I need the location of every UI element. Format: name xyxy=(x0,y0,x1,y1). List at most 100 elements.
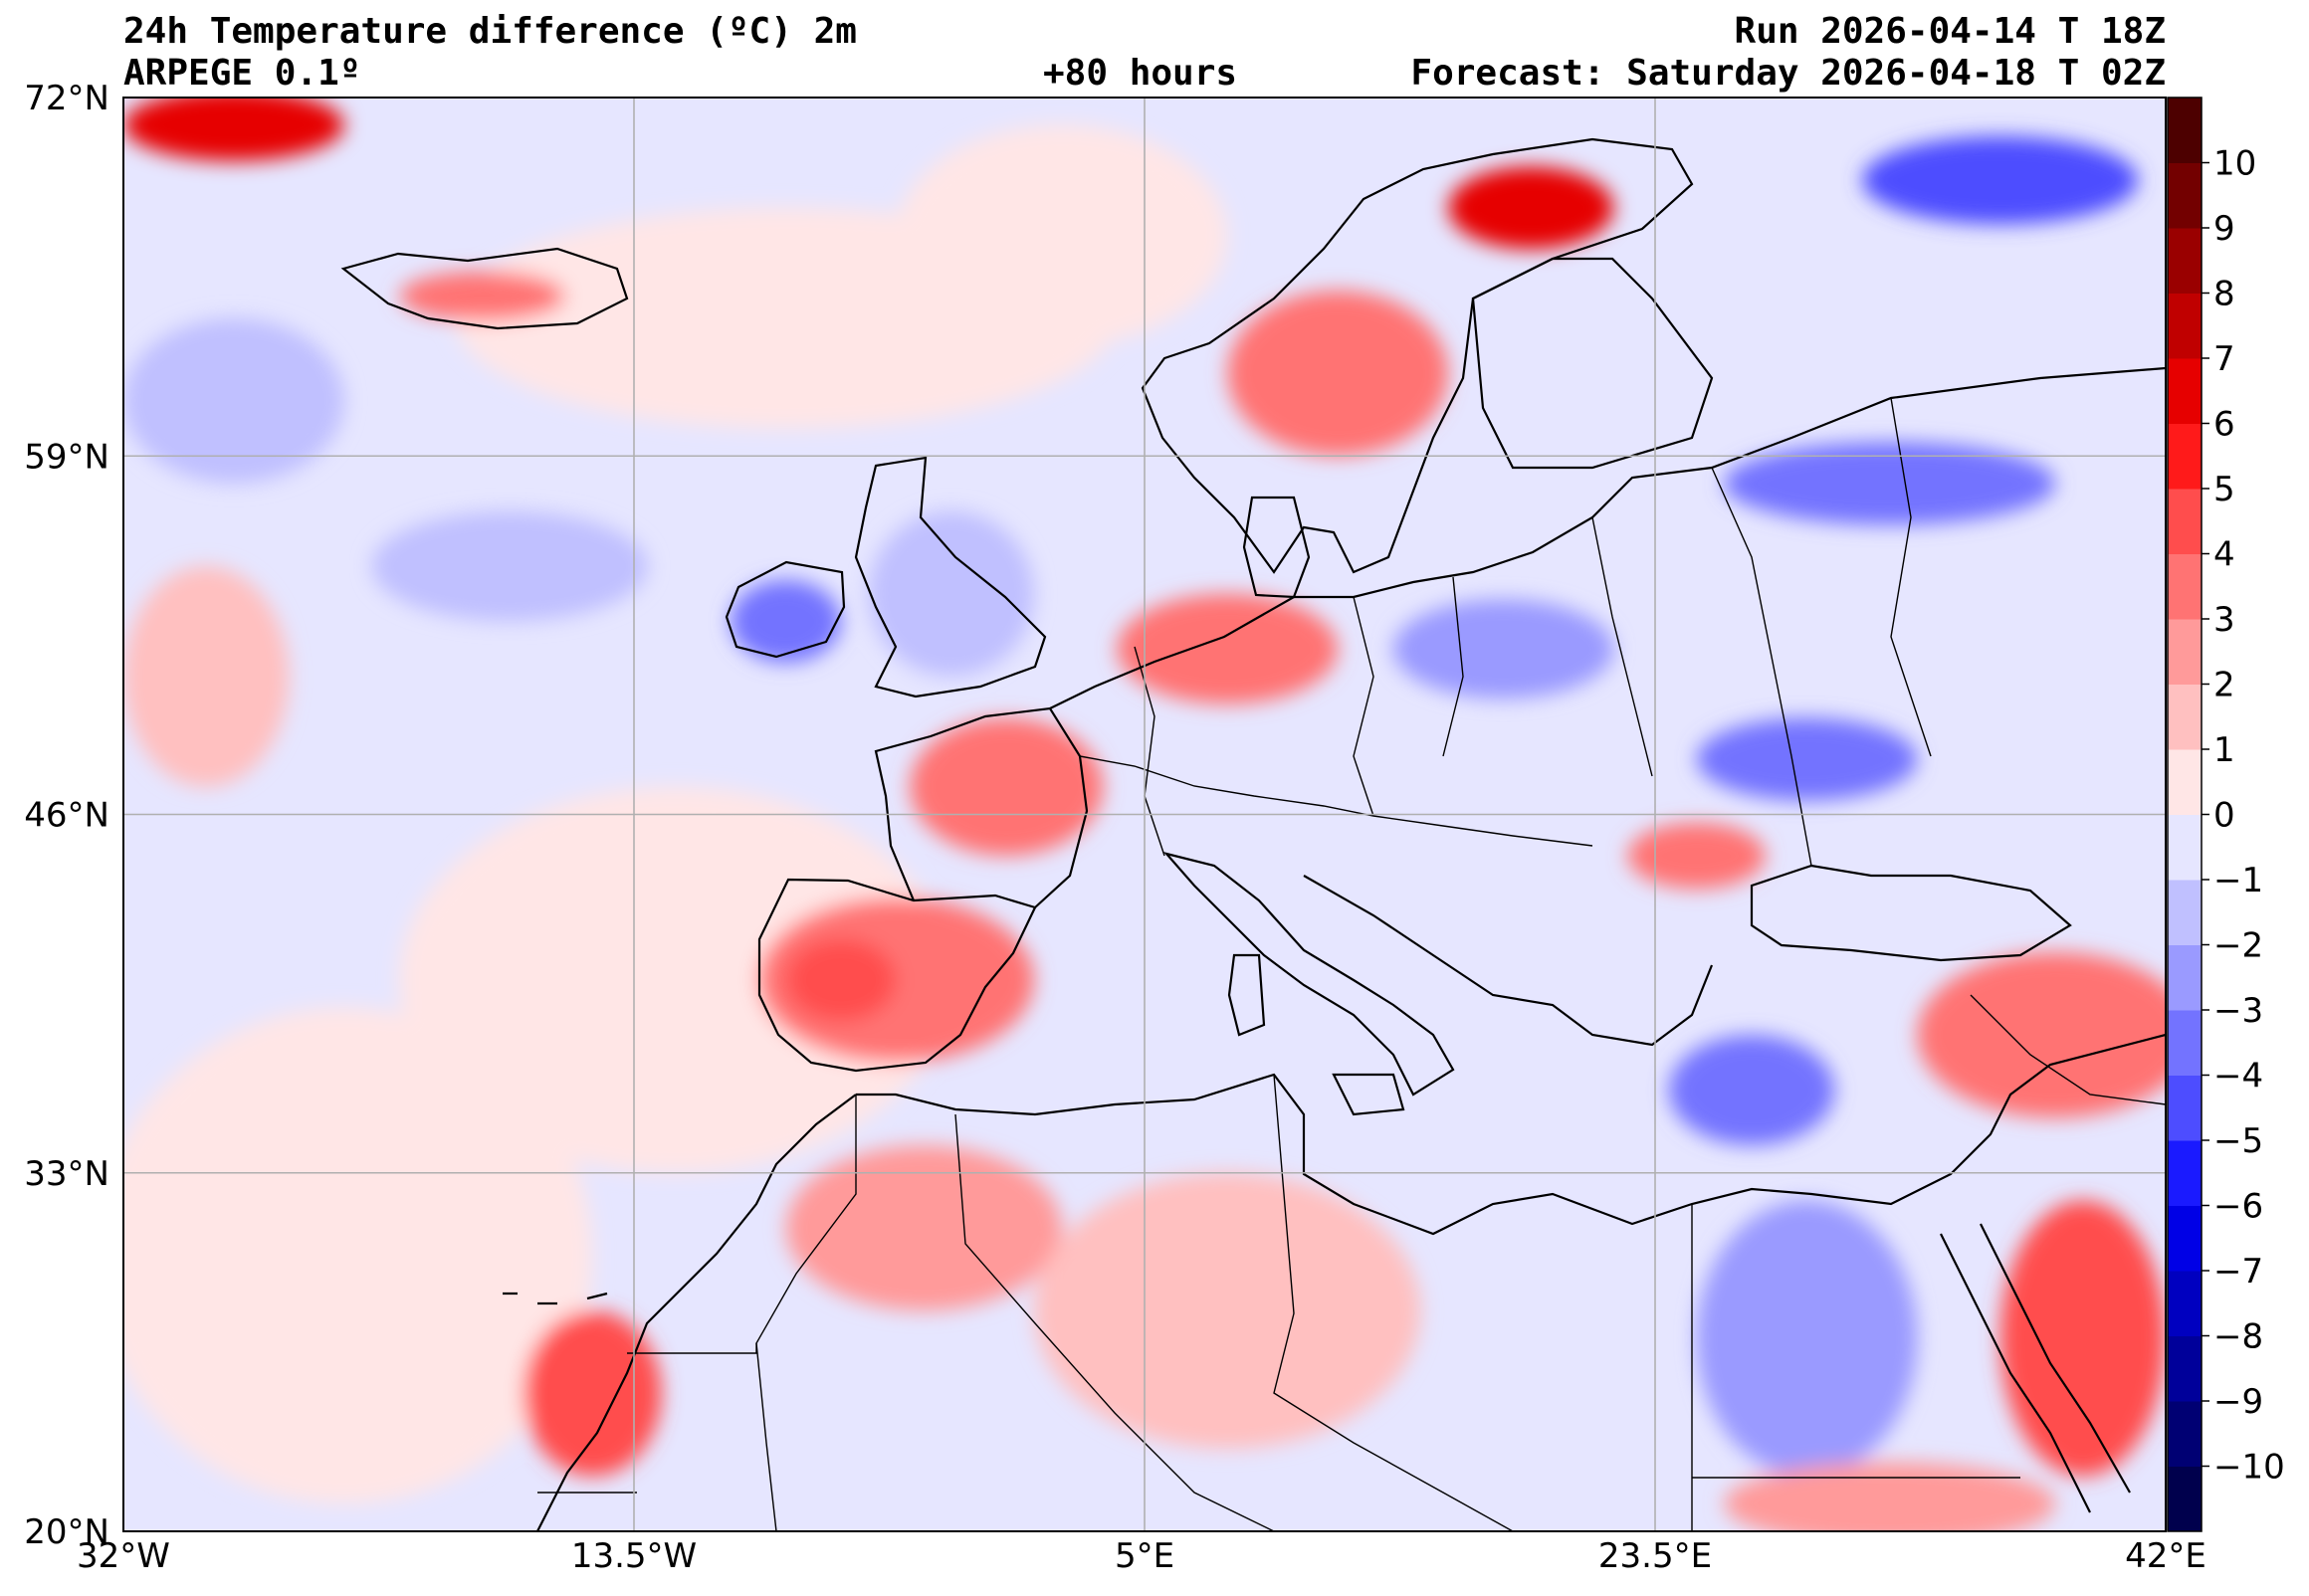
graticule xyxy=(123,98,2166,1531)
colorbar-tick-label: 4 xyxy=(2213,535,2235,575)
colorbar-tick-label: 1 xyxy=(2213,730,2235,770)
colorbar-segment xyxy=(2168,358,2202,424)
colorbar-tick-label: −9 xyxy=(2213,1382,2263,1422)
colorbar-segment xyxy=(2168,423,2202,490)
field-region-sudan-warm xyxy=(1724,1462,2056,1531)
coast-ireland xyxy=(725,560,846,659)
field-region-egypt-cold xyxy=(1696,1200,1918,1477)
colorbar-tick-label: −2 xyxy=(2213,926,2263,966)
field-region-atlantic-warm-band xyxy=(399,786,951,1173)
colorbar-tick-label: 6 xyxy=(2213,405,2235,445)
field-region-barents-cold xyxy=(1861,135,2139,225)
coast-canaries xyxy=(503,1292,608,1305)
field-region-norwegian-sea-warm xyxy=(896,124,1228,346)
field-region-russia-cold xyxy=(1724,442,2056,525)
coast-west-africa xyxy=(536,1094,857,1531)
colorbar-segment xyxy=(2168,1010,2202,1076)
lead-time-label: +80 hours xyxy=(1043,53,1238,94)
field-region-iberia-warm xyxy=(757,897,1035,1063)
colorbar xyxy=(2167,97,2203,1532)
coast-north-europe xyxy=(1049,366,2166,709)
colorbar-tick-label: 9 xyxy=(2213,209,2235,249)
lat-tick-label: 59°N xyxy=(24,437,109,477)
coast-britain xyxy=(854,456,1047,698)
colorbar-segment xyxy=(2168,1401,2202,1467)
field-region-romania-warm xyxy=(1627,822,1766,890)
field-region-morocco-warm xyxy=(785,1145,1062,1311)
colorbar-segment xyxy=(2168,1335,2202,1402)
colorbar-tick-label: −3 xyxy=(2213,991,2263,1031)
field-region-atlantic-south-warm xyxy=(123,1007,593,1504)
colorbar-tick-label: 10 xyxy=(2213,144,2256,184)
colorbar-tick-label: −4 xyxy=(2213,1057,2263,1097)
colorbar-segment xyxy=(2168,1205,2202,1272)
lon-tick-label: 42°E xyxy=(2125,1536,2206,1576)
field-region-west-sahara-warm xyxy=(524,1310,662,1477)
field-region-atlantic-cold-blob xyxy=(371,510,648,622)
field-region-lapland-warm xyxy=(1448,166,1614,250)
colorbar-segment xyxy=(2168,1140,2202,1206)
coast-iceland xyxy=(340,247,629,330)
colorbar-tick-label: −7 xyxy=(2213,1252,2263,1292)
field-region-germany-warm xyxy=(1117,593,1339,704)
lat-tick-label: 72°N xyxy=(24,79,109,118)
coast-france xyxy=(874,706,1089,908)
colorbar-tick-label: 8 xyxy=(2213,275,2235,314)
coast-balkans xyxy=(1303,875,1714,1047)
field-region-france-warm xyxy=(910,717,1104,857)
colorbar-tick-label: 3 xyxy=(2213,600,2235,640)
colorbar-segment xyxy=(2168,489,2202,554)
colorbar-segment xyxy=(2168,814,2202,881)
colorbar-segment xyxy=(2168,1075,2202,1141)
field-region-poland-cold xyxy=(1392,599,1614,699)
colorbar-tick-label: 5 xyxy=(2213,470,2235,509)
coast-north-africa xyxy=(856,1033,2166,1236)
lat-tick-label: 33°N xyxy=(24,1154,109,1194)
forecast-label: Forecast: Saturday 2026-04-18 T 02Z xyxy=(1410,53,2166,94)
field-region-ireland-cold xyxy=(731,579,841,664)
colorbar-tick-label: −10 xyxy=(2213,1448,2285,1488)
lon-tick-label: 13.5°W xyxy=(571,1536,697,1576)
field-region-atlantic-warm-west xyxy=(123,566,290,787)
field-region-iceland-warm xyxy=(399,271,565,321)
colorbar-segment xyxy=(2168,1466,2202,1532)
colorbar-tick-label: −6 xyxy=(2213,1187,2263,1227)
field-region-ukraine-cold xyxy=(1696,717,1918,801)
colorbar-tick-label: −8 xyxy=(2213,1317,2263,1357)
colorbar-tick-label: −5 xyxy=(2213,1121,2263,1161)
field-region-aegean-cold xyxy=(1668,1035,1835,1146)
field-region-turkey-warm xyxy=(1917,952,2166,1118)
colorbar-segment xyxy=(2168,944,2202,1011)
coast-iberia xyxy=(757,878,1037,1073)
coast-italy xyxy=(1162,852,1455,1097)
field-region-arabia-warm xyxy=(1999,1200,2166,1477)
coast-sicily xyxy=(1332,1073,1405,1116)
field-region-west-atlantic-cold xyxy=(123,317,344,484)
colorbar-segment xyxy=(2168,293,2202,359)
map-frame xyxy=(122,97,2167,1532)
lon-tick-label: 32°W xyxy=(77,1536,170,1576)
field-region-svalbard-warm xyxy=(123,98,344,161)
field-region-sahara-warm xyxy=(1034,1172,1421,1449)
colorbar-tick-label: 7 xyxy=(2213,339,2235,379)
field-region-uk-cold xyxy=(868,510,1035,677)
colorbar-segment xyxy=(2168,162,2202,229)
colorbar-segment xyxy=(2168,619,2202,685)
colorbar-segment xyxy=(2168,880,2202,945)
coastlines xyxy=(340,137,2166,1531)
colorbar-segment xyxy=(2168,1271,2202,1336)
colorbar-segment xyxy=(2168,228,2202,294)
model-label: ARPEGE 0.1º xyxy=(123,53,361,94)
colorbar-tick-label: 0 xyxy=(2213,796,2235,836)
run-label: Run 2026-04-14 T 18Z xyxy=(1734,11,2166,52)
coast-sardinia xyxy=(1227,953,1266,1037)
lon-tick-label: 23.5°E xyxy=(1598,1536,1712,1576)
field-region-iberia-core xyxy=(785,938,897,1022)
country-borders xyxy=(537,397,2166,1531)
colorbar-tick-label: 2 xyxy=(2213,666,2235,705)
map-title: 24h Temperature difference (ºC) 2m xyxy=(123,11,857,52)
coast-red-sea xyxy=(1940,1223,2131,1513)
lon-tick-label: 5°E xyxy=(1115,1536,1174,1576)
field-region-norway-warm xyxy=(1227,290,1449,457)
